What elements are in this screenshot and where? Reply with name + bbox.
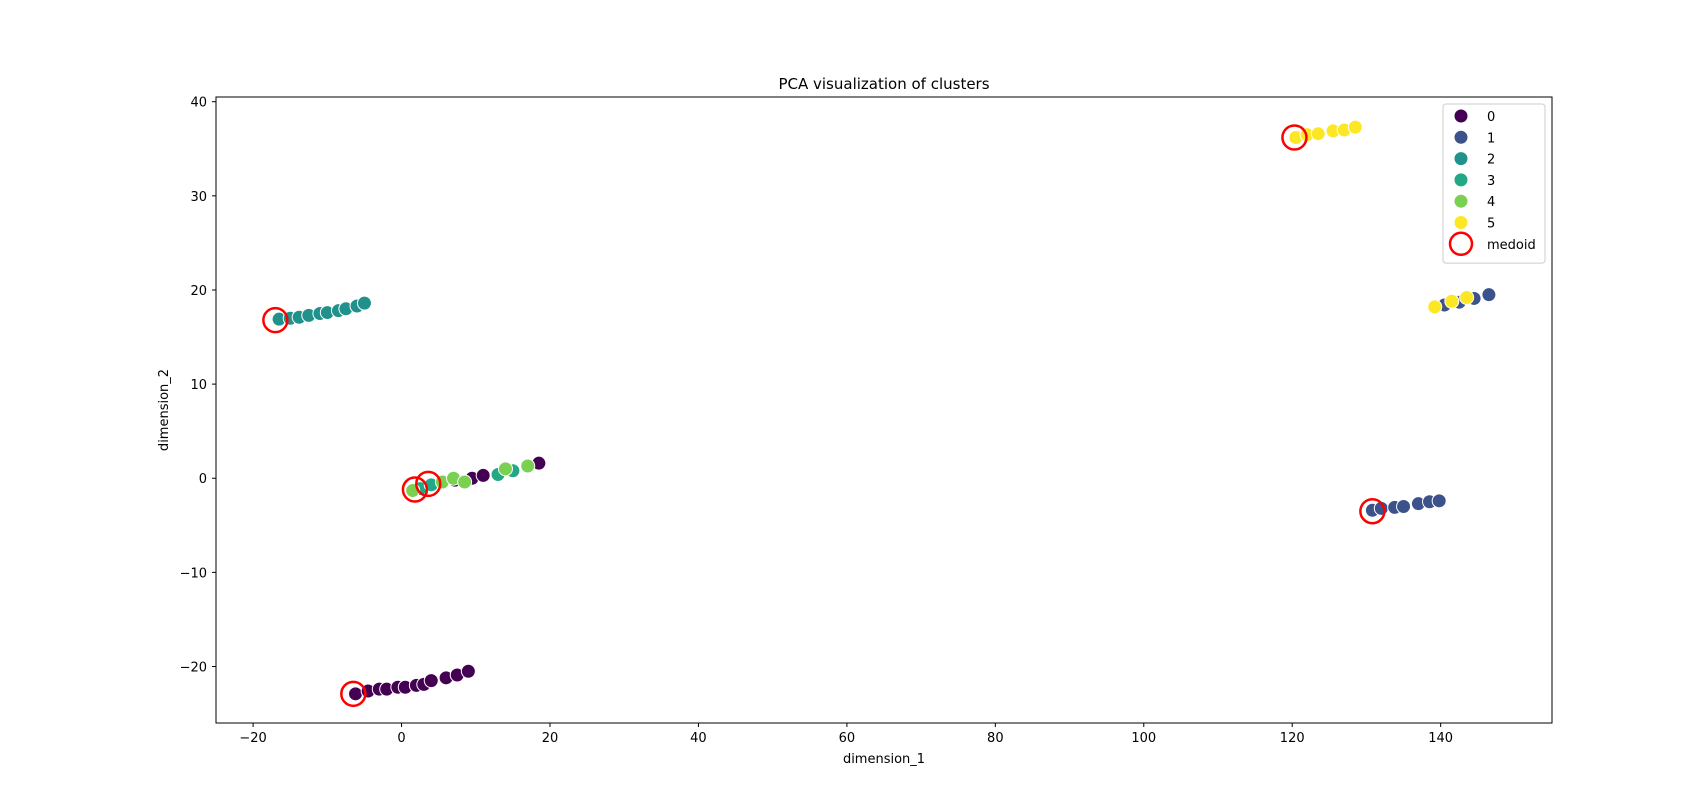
- series-medoid: [262, 124, 1386, 708]
- data-point-cluster-1: [1431, 493, 1447, 509]
- data-point-cluster-5: [1347, 119, 1363, 135]
- medoid-marker: [1359, 497, 1386, 525]
- legend-label-0: 0: [1487, 110, 1495, 125]
- legend-label-2: 2: [1487, 153, 1495, 168]
- y-tick-label: 30: [190, 190, 207, 205]
- legend-label-4: 4: [1487, 195, 1495, 210]
- legend-marker-5: [1453, 215, 1469, 230]
- data-point-cluster-0: [475, 467, 491, 483]
- legend-marker-2: [1453, 151, 1469, 167]
- x-tick-label: −20: [239, 731, 266, 746]
- x-tick-label: 80: [987, 731, 1004, 746]
- chart-title: PCA visualization of clusters: [778, 75, 989, 93]
- y-tick-label: 0: [199, 472, 207, 487]
- legend-label-medoid: medoid: [1487, 238, 1536, 253]
- legend-marker-4: [1453, 193, 1469, 209]
- y-tick-label: −20: [180, 661, 207, 676]
- data-point-cluster-0: [348, 686, 364, 702]
- x-tick-label: 140: [1428, 731, 1453, 746]
- medoid-marker: [262, 306, 289, 334]
- plot-area: [262, 119, 1497, 708]
- data-point-cluster-4: [457, 474, 473, 490]
- x-tick-label: 60: [839, 731, 856, 746]
- plot-frame: [215, 96, 1553, 724]
- y-tick-label: 10: [190, 378, 207, 393]
- legend-label-1: 1: [1487, 131, 1495, 146]
- x-tick-label: 100: [1131, 731, 1156, 746]
- data-point-cluster-0: [460, 663, 476, 679]
- y-tick-label: 20: [190, 284, 207, 299]
- medoid-marker: [340, 680, 367, 708]
- data-point-cluster-5: [1310, 126, 1326, 142]
- legend-box: [1442, 103, 1546, 264]
- legend-label-3: 3: [1487, 174, 1495, 189]
- data-point-cluster-2: [356, 295, 372, 311]
- y-tick-label: −10: [180, 566, 207, 581]
- medoid-marker: [1281, 124, 1308, 151]
- legend: 0 1 2 3 4 5 medoid: [1442, 103, 1546, 264]
- y-axis: −20 −10 0 10 20 30 40: [180, 96, 216, 676]
- data-point-cluster-5: [1459, 290, 1475, 306]
- legend-label-5: 5: [1487, 217, 1495, 232]
- series-0: [348, 455, 547, 702]
- x-axis-title: dimension_1: [843, 752, 925, 767]
- data-point-cluster-5: [1427, 299, 1443, 315]
- x-tick-label: 20: [542, 731, 559, 746]
- series-1: [1364, 287, 1497, 518]
- x-tick-label: 40: [690, 731, 707, 746]
- data-point-cluster-5: [1444, 293, 1460, 309]
- legend-marker-1: [1453, 129, 1469, 145]
- legend-marker-3: [1453, 172, 1469, 188]
- legend-marker-medoid: [1448, 231, 1474, 257]
- x-tick-label: 120: [1280, 731, 1305, 746]
- x-tick-label: 0: [397, 731, 405, 746]
- x-axis: −20 0 20 40 60 80 100 120 140: [239, 723, 1453, 746]
- y-axis-title: dimension_2: [157, 369, 172, 451]
- legend-marker-0: [1453, 108, 1469, 124]
- data-point-cluster-4: [497, 461, 513, 477]
- medoid-marker: [415, 470, 442, 498]
- data-point-cluster-1: [1481, 287, 1497, 303]
- medoid-marker: [401, 476, 429, 503]
- data-point-cluster-0: [423, 673, 439, 689]
- y-tick-label: 40: [190, 96, 207, 111]
- data-point-cluster-1: [1396, 498, 1412, 514]
- data-point-cluster-4: [520, 458, 536, 474]
